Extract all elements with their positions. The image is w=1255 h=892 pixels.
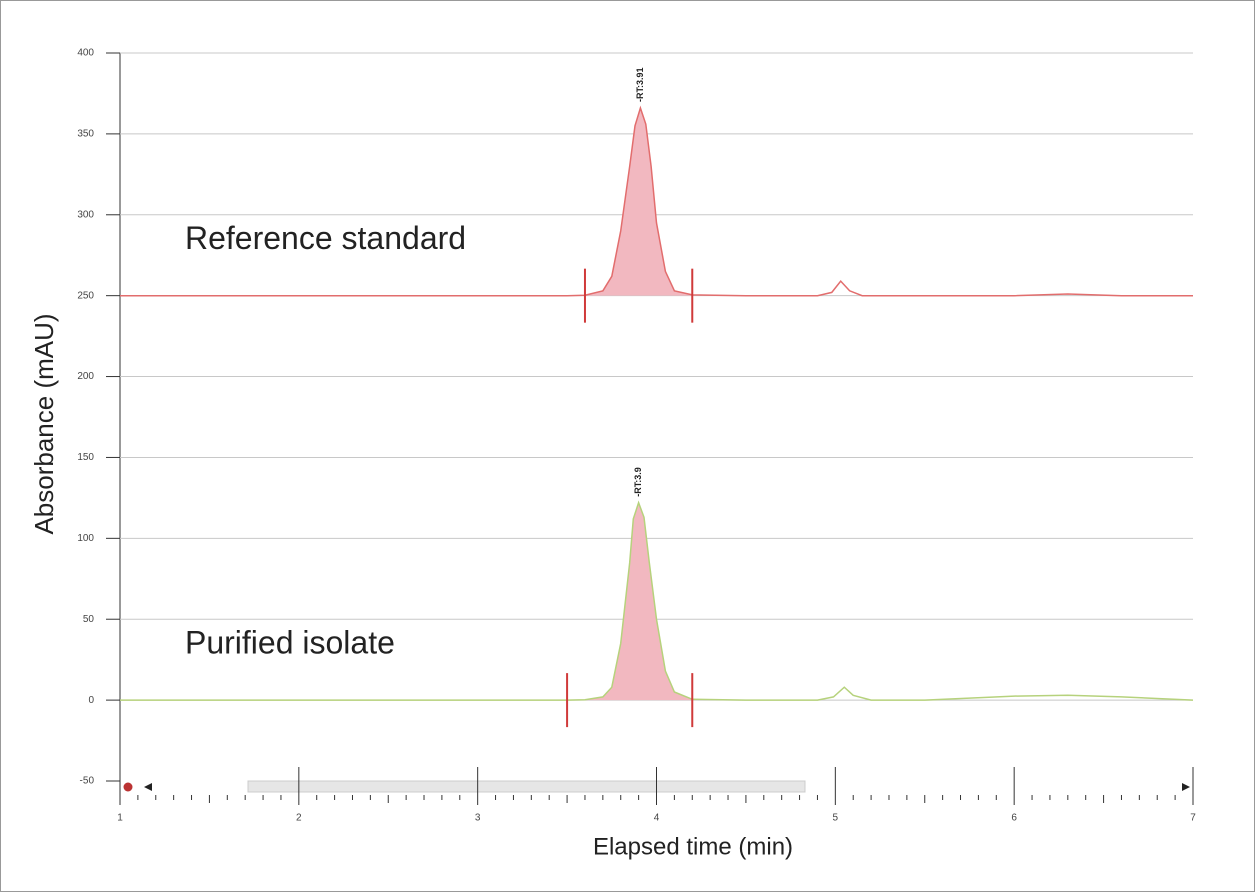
- peak-area: [567, 502, 693, 701]
- trace: [120, 500, 1194, 701]
- x-tick-label: 6: [1011, 813, 1017, 824]
- y-tick-label: 250: [77, 290, 94, 301]
- y-tick-label: -50: [80, 776, 95, 787]
- x-axis-title: Elapsed time (min): [593, 833, 793, 860]
- x-tick-label: 2: [296, 813, 302, 824]
- y-tick-label: 350: [77, 129, 94, 140]
- peak-area: [584, 108, 693, 296]
- scrollbar[interactable]: [247, 780, 806, 793]
- x-tick-label: 7: [1190, 813, 1196, 824]
- scroll-left[interactable]: [144, 783, 152, 791]
- scroll-handle[interactable]: [123, 782, 133, 792]
- peak-label: -RT:3.9: [633, 467, 643, 497]
- x-tick-label: 5: [833, 813, 839, 824]
- series-label: Reference standard: [185, 220, 466, 256]
- x-tick-label: 4: [654, 813, 660, 824]
- scroll-right[interactable]: [1182, 783, 1190, 791]
- y-tick-label: 100: [77, 533, 94, 544]
- x-tick-label: 1: [117, 813, 123, 824]
- y-tick-label: 300: [77, 209, 94, 220]
- x-tick-label: 3: [475, 813, 481, 824]
- peak-label: -RT:3.91: [635, 67, 645, 102]
- y-tick-label: 200: [77, 371, 94, 382]
- series-label: Purified isolate: [185, 625, 395, 661]
- y-axis-title: Absorbance (mAU): [29, 313, 59, 534]
- y-tick-label: 150: [77, 452, 94, 463]
- y-tick-label: 0: [88, 695, 94, 706]
- y-tick-label: 400: [77, 48, 94, 59]
- trace: [120, 105, 1193, 297]
- y-tick-label: 50: [83, 614, 95, 625]
